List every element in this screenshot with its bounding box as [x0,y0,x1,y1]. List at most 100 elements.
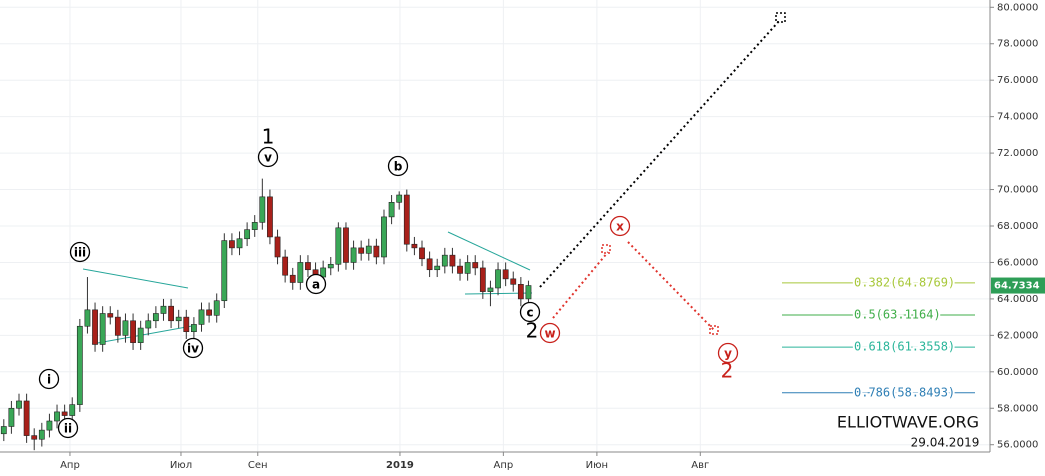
candle-body [327,263,334,269]
x-tick-label: 2019 [386,460,414,471]
wave-circle [182,337,204,359]
wave-circle [387,155,409,177]
y-tick-label: 56.0000 [997,440,1038,451]
wave-circle [305,273,327,295]
candle-body [229,240,235,249]
candle-body [495,269,501,289]
projection-arrowhead [601,244,611,254]
candle-body [419,247,425,260]
y-tick-label: 58.0000 [997,403,1038,414]
candle-body [122,320,129,336]
x-tick-label: Июн [586,460,608,471]
wave-label: iii [74,246,86,260]
candle-body [373,245,380,258]
candle-body [335,227,342,265]
candle-body [92,309,98,345]
candle-body [206,309,213,316]
fib-label: 0.618(61.3558) [854,340,955,354]
date: 29.04.2019 [911,436,980,450]
candle-body [213,300,220,316]
candle-body [259,196,266,223]
candle-body [426,258,433,271]
wave-label: 1 [262,125,275,149]
candle-body [282,256,289,276]
y-tick-label: 74.0000 [997,112,1038,123]
triangle-line [82,268,189,289]
x-tick-label: Апр [493,460,513,471]
candle-body [190,324,197,333]
watermark: ELLIOTWAVE.ORG [837,413,979,432]
wave-circle [519,301,541,323]
projection-arrowhead [709,325,719,335]
fib-label: 0.5(63.1164) [854,308,941,322]
projection-line [627,241,715,331]
y-tick-label: 60.0000 [997,367,1038,378]
candle-body [130,320,136,343]
candle-body [289,274,296,283]
wave-label: ii [64,422,72,436]
candle-body [365,245,372,254]
candle-body [221,240,228,302]
candle-body [434,265,441,271]
y-tick-label: 68.0000 [997,221,1038,232]
wave-label: 2 [721,359,734,383]
last-price-tag [991,277,1045,294]
candle-body [160,305,167,314]
candle-body [388,202,395,218]
y-tick-label: 66.0000 [997,257,1038,268]
labels: 56.0000 58.0000 60.0000 62.0000 64.0000 66.00… [38,2,1045,471]
candle-body [54,411,60,422]
wave-label: x [616,220,624,234]
candle-body [274,236,281,258]
candle-body [198,309,205,325]
y-tick-label: 70.0000 [997,185,1038,196]
y-tick-label: 64.0000 [997,294,1038,305]
y-tick-label: 62.0000 [997,330,1038,341]
candle-body [236,238,243,249]
y-tick-label: 78.0000 [997,39,1038,50]
wave-circle [38,368,60,390]
wave-circle [539,322,561,344]
candle-body [525,285,532,300]
candle-body [0,426,7,435]
candle-body [61,411,68,416]
fib-label: 0.786(58.8493) [854,385,955,399]
candle-body [84,309,91,327]
candle-body [479,267,486,292]
wave-label: c [526,306,533,320]
candle-body [145,320,152,329]
candle-body [76,325,83,405]
candle-body [69,404,76,416]
candle-body [502,269,509,280]
wave-circle [69,241,91,263]
candle-body [31,435,38,440]
candle-body [297,262,304,283]
fib-label: 0.382(64.8769) [854,275,955,289]
candle-body [114,316,121,336]
triangle-line [447,231,531,271]
candle-body [251,222,258,230]
candle-body [183,316,190,333]
wave-circle [609,215,631,237]
candle-body [457,265,463,274]
grid [0,0,990,452]
y-tick-label: 76.0000 [997,75,1038,86]
candle-body [23,400,30,436]
candle-body [510,278,517,285]
y-tick-label: 72.0000 [997,148,1038,159]
candle-body [267,196,273,238]
candle-body [441,254,448,267]
y-tick-label: 80.0000 [997,2,1038,13]
wave-circle [717,342,739,364]
last-price-label: 64.7334 [994,281,1040,292]
candle-body [8,407,15,427]
candle-body [175,316,182,322]
candle-body [381,216,387,258]
candle-body [396,194,403,203]
wave-circle [57,417,79,439]
candle-body [449,254,456,267]
wave-label: iv [187,342,199,356]
candle-body [152,313,159,322]
projection-arrowhead [775,12,786,23]
